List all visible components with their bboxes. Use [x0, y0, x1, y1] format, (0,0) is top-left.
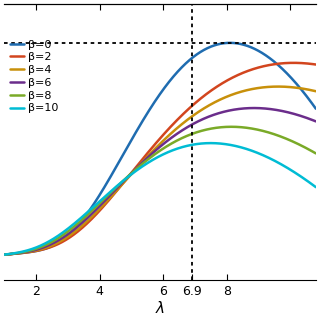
β=2	[18, 251, 22, 255]
β=2	[154, 141, 158, 145]
Line: β=0: β=0	[4, 43, 316, 255]
β=0	[314, 107, 318, 111]
Legend: β=0, β=2, β=4, β=6, β=8, β=10: β=0, β=2, β=4, β=6, β=8, β=10	[7, 37, 61, 116]
Line: β=8: β=8	[4, 127, 316, 255]
β=10	[248, 148, 252, 152]
β=10	[2, 253, 6, 257]
β=8	[2, 253, 6, 257]
β=2	[305, 61, 309, 65]
β=8	[305, 147, 309, 150]
β=6	[252, 106, 256, 110]
β=10	[305, 179, 309, 183]
β=4	[248, 88, 252, 92]
β=0	[228, 41, 232, 45]
Line: β=6: β=6	[4, 108, 316, 255]
X-axis label: λ: λ	[156, 301, 164, 316]
Line: β=4: β=4	[4, 87, 316, 255]
β=0	[154, 98, 158, 102]
β=4	[18, 251, 22, 255]
β=4	[2, 253, 6, 257]
β=2	[314, 63, 318, 67]
β=8	[154, 152, 158, 156]
β=0	[305, 94, 309, 98]
β=6	[305, 116, 309, 120]
β=8	[305, 147, 309, 150]
β=6	[305, 116, 309, 120]
β=8	[248, 126, 252, 130]
β=4	[276, 85, 280, 89]
β=0	[18, 251, 22, 255]
β=10	[209, 141, 213, 145]
β=4	[305, 87, 309, 91]
β=2	[146, 151, 149, 155]
β=2	[248, 68, 252, 72]
β=6	[248, 106, 252, 110]
β=4	[154, 146, 158, 150]
β=0	[305, 95, 309, 99]
Line: β=10: β=10	[4, 143, 316, 255]
β=10	[18, 250, 22, 254]
β=2	[2, 253, 6, 257]
β=6	[18, 251, 22, 255]
β=6	[146, 156, 149, 160]
β=6	[2, 253, 6, 257]
β=6	[154, 148, 158, 152]
β=8	[314, 151, 318, 155]
β=8	[229, 125, 233, 129]
β=10	[314, 185, 318, 189]
β=2	[305, 61, 309, 65]
β=0	[2, 253, 6, 257]
β=4	[314, 89, 318, 93]
β=10	[305, 179, 309, 182]
β=10	[146, 161, 149, 165]
β=8	[18, 251, 22, 255]
β=0	[146, 111, 149, 115]
β=0	[248, 45, 252, 49]
Line: β=2: β=2	[4, 63, 316, 255]
β=4	[305, 87, 309, 91]
β=8	[146, 158, 149, 162]
β=10	[154, 156, 158, 160]
β=6	[314, 119, 318, 123]
β=2	[292, 61, 295, 65]
β=4	[146, 155, 149, 158]
